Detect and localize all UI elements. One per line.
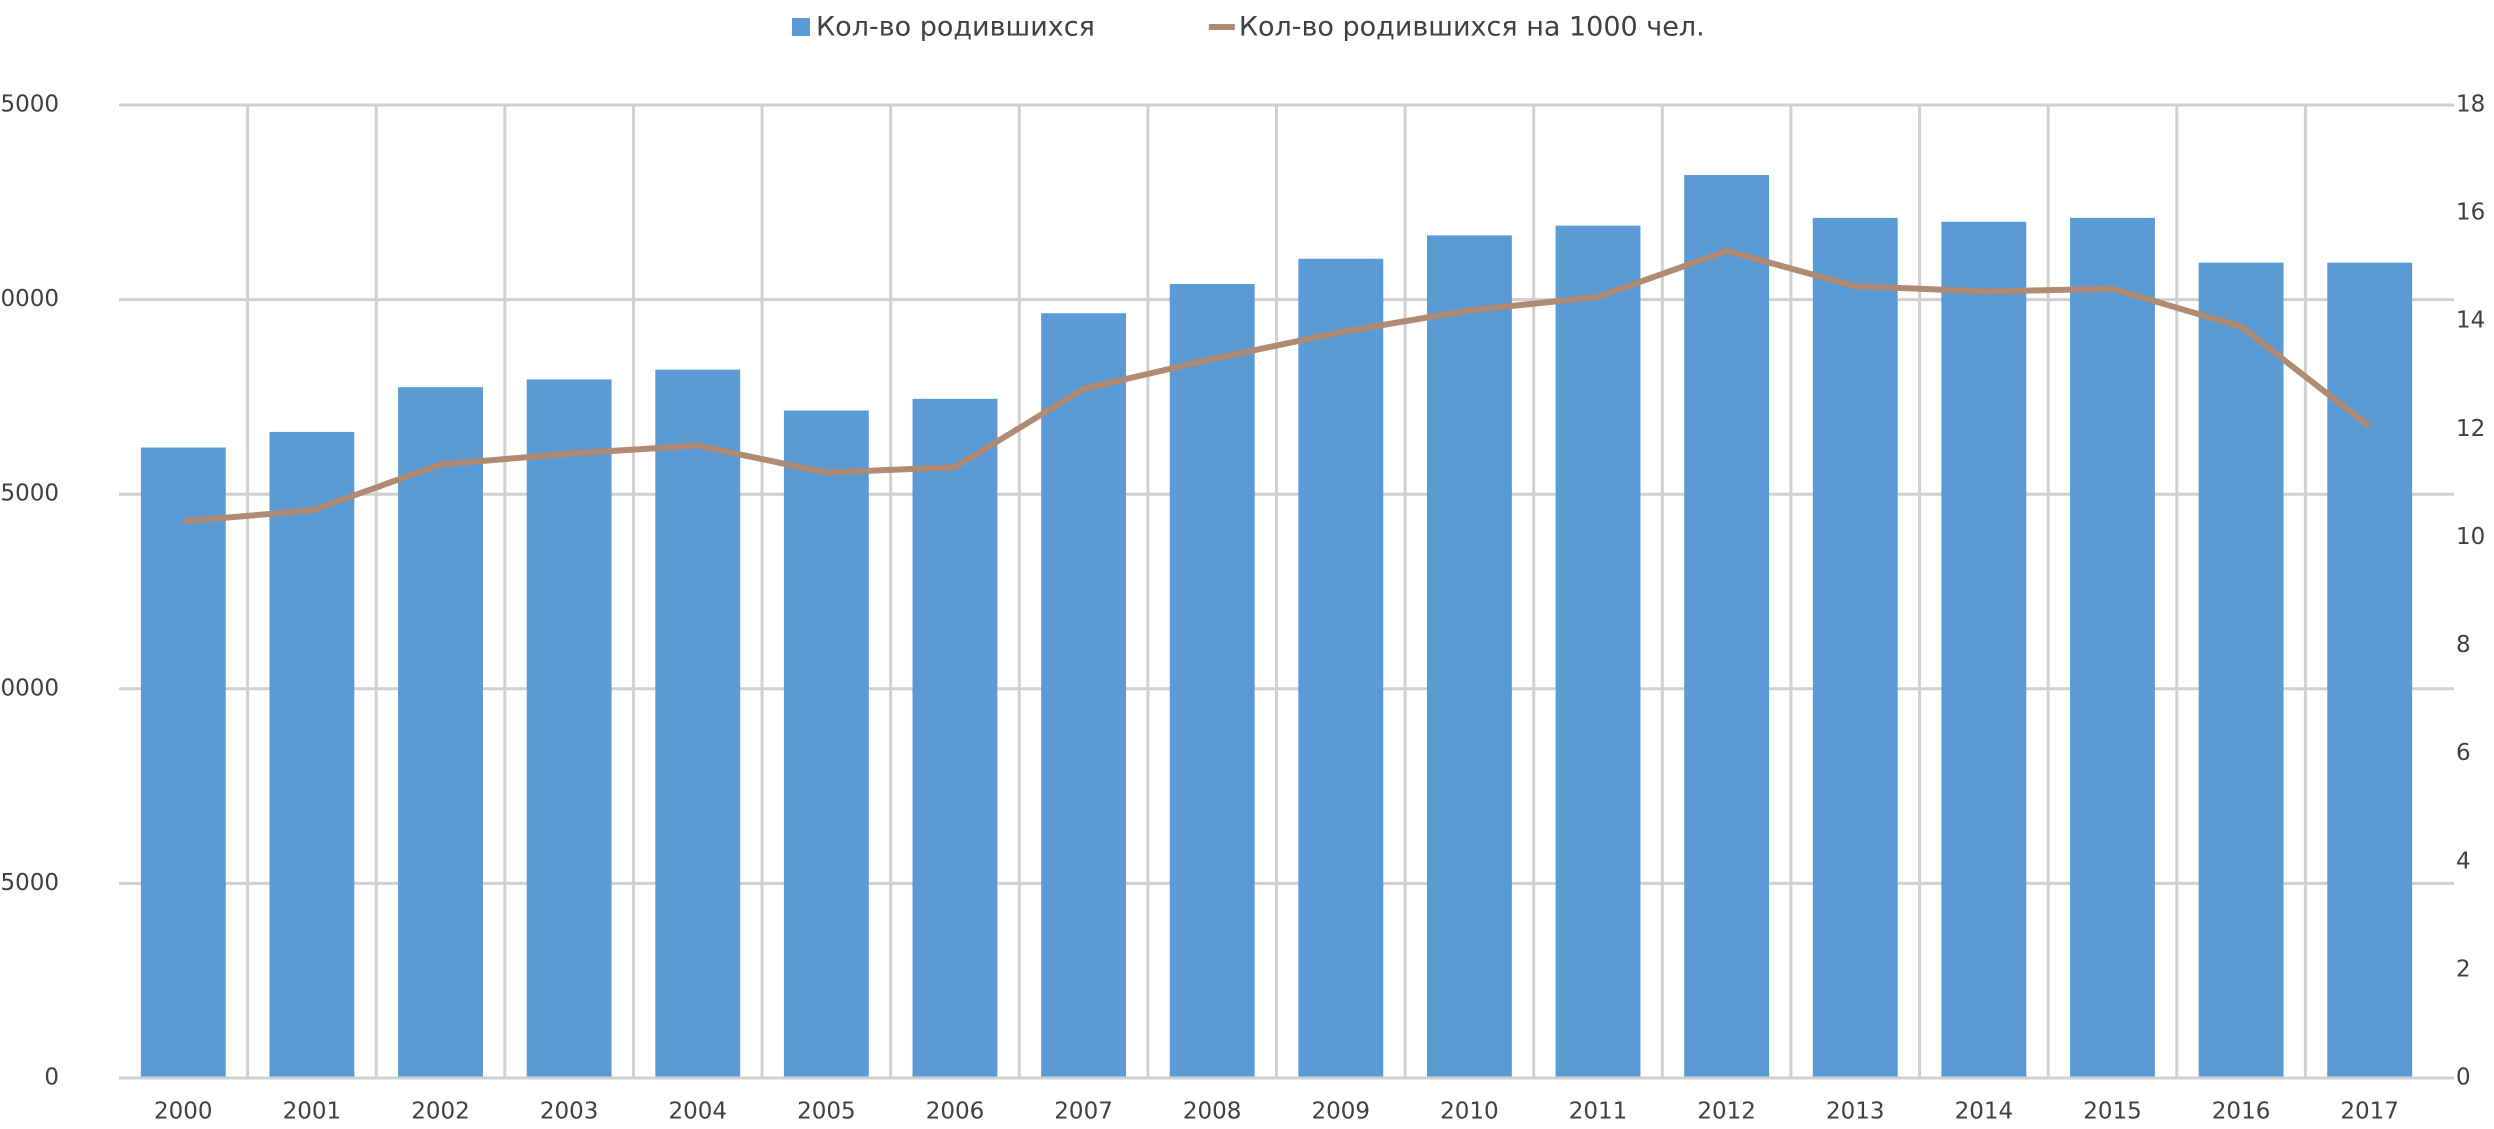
y2-tick-label: 6: [2456, 740, 2471, 766]
x-tick-label: 2015: [2083, 1099, 2142, 1125]
y-tick-label: 10000: [0, 675, 59, 701]
y2-tick-label: 18: [2456, 92, 2485, 118]
bar: [2327, 262, 2413, 1079]
bar: [398, 387, 483, 1078]
x-tick-label: 2002: [411, 1099, 470, 1125]
y2-tick-label: 0: [2456, 1065, 2471, 1091]
bar: [269, 431, 355, 1079]
x-tick-label: 2005: [797, 1099, 856, 1125]
bar: [1426, 235, 1512, 1078]
bar: [1684, 175, 1770, 1078]
bar: [2198, 262, 2284, 1079]
x-tick-label: 2011: [1569, 1099, 1628, 1125]
x-tick-label: 2000: [154, 1099, 213, 1125]
bar: [1812, 217, 1898, 1079]
y-tick-label: 20000: [0, 286, 59, 312]
y-tick-label: 15000: [0, 481, 59, 507]
legend-label: Кол-во родившихся: [816, 12, 1095, 43]
y2-tick-label: 8: [2456, 632, 2471, 658]
x-tick-label: 2009: [1312, 1099, 1371, 1125]
x-tick-label: 2006: [926, 1099, 985, 1125]
y2-tick-label: 14: [2456, 308, 2485, 334]
x-tick-label: 2017: [2340, 1099, 2399, 1125]
x-tick-label: 2014: [1955, 1099, 2014, 1125]
bar: [1298, 258, 1384, 1078]
bar: [1169, 284, 1255, 1079]
bar: [1555, 225, 1641, 1079]
y-tick-label: 25000: [0, 92, 59, 118]
bar: [140, 447, 226, 1079]
legend-label: Кол-во родившихся на 1000 чел.: [1239, 12, 1705, 43]
y-tick-label: 0: [44, 1065, 59, 1091]
bar: [526, 379, 612, 1078]
y2-tick-label: 12: [2456, 416, 2485, 442]
legend: Кол-во родившихся Кол-во родившихся на 10…: [792, 12, 1705, 43]
bar: [2070, 217, 2155, 1079]
x-tick-label: 2001: [283, 1099, 342, 1125]
y2-tick-label: 10: [2456, 524, 2485, 550]
line: [183, 247, 2372, 525]
x-tick-label: 2010: [1440, 1099, 1499, 1125]
bar: [912, 398, 998, 1078]
x-tick-label: 2008: [1183, 1099, 1242, 1125]
bar: [783, 410, 869, 1079]
bar: [1041, 313, 1127, 1078]
y2-tick-label: 16: [2456, 200, 2485, 226]
legend-swatch: [792, 18, 810, 36]
x-tick-label: 2013: [1826, 1099, 1885, 1125]
x-tick-label: 2004: [668, 1099, 727, 1125]
x-tick-label: 2003: [540, 1099, 599, 1125]
x-tick-label: 2012: [1697, 1099, 1756, 1125]
y2-tick-label: 2: [2456, 956, 2471, 982]
bar: [1941, 221, 2027, 1078]
bar: [655, 369, 741, 1078]
x-tick-label: 2007: [1054, 1099, 1113, 1125]
y2-tick-label: 4: [2456, 848, 2471, 874]
y-tick-label: 5000: [0, 870, 59, 896]
x-tick-label: 2016: [2212, 1099, 2271, 1125]
